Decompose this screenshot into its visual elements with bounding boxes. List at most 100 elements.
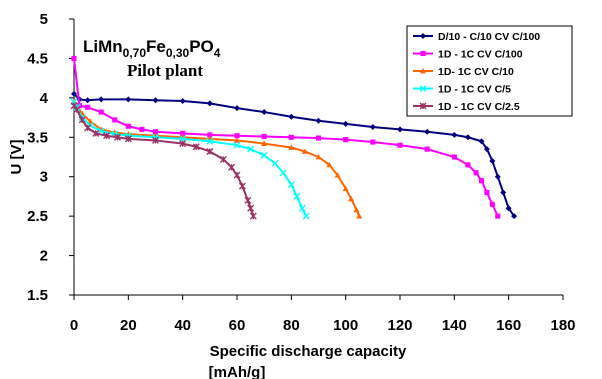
legend-swatch-marker — [419, 102, 427, 110]
x-tick-label: 140 — [442, 317, 467, 334]
series-5-point — [103, 132, 111, 140]
series-2-point — [397, 142, 403, 148]
series-2-point — [451, 154, 457, 160]
series-2-point — [152, 129, 159, 135]
series-1-point — [84, 97, 91, 104]
series-5-point — [244, 196, 252, 204]
series-3-point — [356, 213, 363, 219]
x-tick-label: 40 — [174, 317, 191, 334]
series-2-point — [484, 189, 490, 196]
series-1-point — [494, 173, 501, 180]
legend: D/10 - C/10 CV C/100 1D - 1C CV C/100 1D- … — [406, 25, 573, 117]
series-4-point — [302, 212, 310, 220]
series-1-point — [489, 157, 496, 164]
series-1-point — [179, 98, 186, 105]
series-1-point — [342, 120, 349, 127]
series-2-point — [76, 103, 82, 109]
series-2-point — [98, 109, 104, 115]
plot-area: 0 20 40 60 80 100 120 140 160 180 1.5 2 2.5 3 3.5 4 4.5… — [27, 11, 575, 334]
series-3-point — [234, 137, 240, 143]
series-5-point — [219, 155, 227, 163]
x-tick-label: 100 — [333, 317, 358, 334]
series-4-point — [293, 192, 301, 200]
formula-subscript: 4 — [214, 46, 221, 60]
series-2-point — [473, 170, 479, 176]
series-3-point — [288, 144, 295, 150]
series-1-point — [478, 138, 485, 145]
x-tick-label: 160 — [496, 317, 521, 334]
series-1-point — [125, 96, 132, 103]
legend-item: 1D - 1C CV C/100 — [413, 49, 523, 61]
x-tick-label: 80 — [283, 317, 300, 334]
series-2-point — [139, 126, 145, 132]
subtitle-label: Pilot plant — [127, 61, 203, 80]
legend-swatch-marker — [420, 33, 426, 39]
legend-item: D/10 - C/10 CV C/100 — [413, 31, 540, 43]
series-5-point — [249, 212, 257, 220]
series-5 — [70, 102, 257, 220]
series-5-point — [179, 140, 187, 148]
series-3-point — [334, 172, 341, 178]
y-tick-label: 4.5 — [27, 50, 48, 67]
series-2-point — [465, 162, 471, 168]
series-1-point — [397, 126, 403, 133]
series-5-point — [247, 204, 255, 212]
series-5-point — [238, 182, 246, 190]
legend-label: 1D - 1C CV C/2.5 — [438, 101, 520, 113]
series-4-point — [260, 151, 268, 159]
legend-item: 1D - 1C CV C/5 — [413, 84, 511, 96]
series-1-point — [234, 105, 240, 112]
legend-label: 1D - 1C CV C/5 — [438, 84, 511, 96]
series-2-point — [125, 123, 131, 129]
series-4-point — [287, 181, 295, 189]
series-3 — [71, 98, 363, 219]
series-1-point — [464, 134, 471, 141]
series-5-line — [73, 105, 255, 217]
series-3-point — [315, 154, 322, 160]
formula-label: LiMn0,70Fe0,30PO4 — [83, 37, 221, 60]
y-tick-label: 1.5 — [27, 287, 48, 304]
series-1-point — [451, 131, 458, 138]
series-4-point — [247, 145, 255, 153]
series-2-point — [112, 117, 118, 123]
series-5-point — [73, 106, 81, 114]
series-1-point — [315, 117, 322, 124]
legend-box — [406, 25, 573, 117]
series-2-point — [489, 201, 495, 207]
x-axis-title-line1: Specific discharge capacity — [210, 343, 407, 360]
series-1-point — [500, 189, 507, 196]
series-2-point — [207, 132, 213, 138]
x-tick-label: 0 — [70, 317, 78, 334]
y-tick-label: 5 — [40, 11, 48, 28]
series-4-point — [233, 141, 241, 149]
series-1-point — [71, 90, 77, 97]
legend-item: 1D - 1C CV C/2.5 — [413, 101, 520, 113]
series-5-point — [78, 116, 86, 124]
y-tick-label: 2.5 — [27, 208, 48, 225]
series-1-point — [206, 100, 213, 107]
x-axis-ticks: 0 20 40 60 80 100 120 140 160 180 — [70, 295, 576, 334]
series-1-point — [152, 97, 159, 104]
series-3-point — [261, 140, 268, 146]
series-5-point — [84, 124, 92, 132]
series-4-point — [97, 127, 105, 135]
series-3-point — [87, 118, 94, 124]
formula-subscript: 0,70 — [123, 46, 147, 60]
legend-label: 1D - 1C CV C/100 — [438, 49, 523, 61]
x-tick-label: 60 — [229, 317, 246, 334]
series-3-point — [348, 195, 355, 202]
legend-swatch-marker — [420, 68, 426, 74]
series-4 — [70, 98, 310, 220]
series-5-point — [233, 171, 241, 179]
series-5-point — [228, 163, 236, 171]
series-2-point — [370, 139, 376, 145]
x-tick-label: 120 — [387, 317, 412, 334]
x-tick-label: 180 — [550, 317, 575, 334]
series-2-point — [261, 133, 267, 140]
series-4-point — [279, 169, 287, 177]
series-5-point — [113, 133, 121, 141]
formula-part: PO — [189, 37, 214, 56]
series-layer — [70, 55, 518, 220]
y-axis-ticks: 1.5 2 2.5 3 3.5 4 4.5 5 — [27, 11, 74, 304]
